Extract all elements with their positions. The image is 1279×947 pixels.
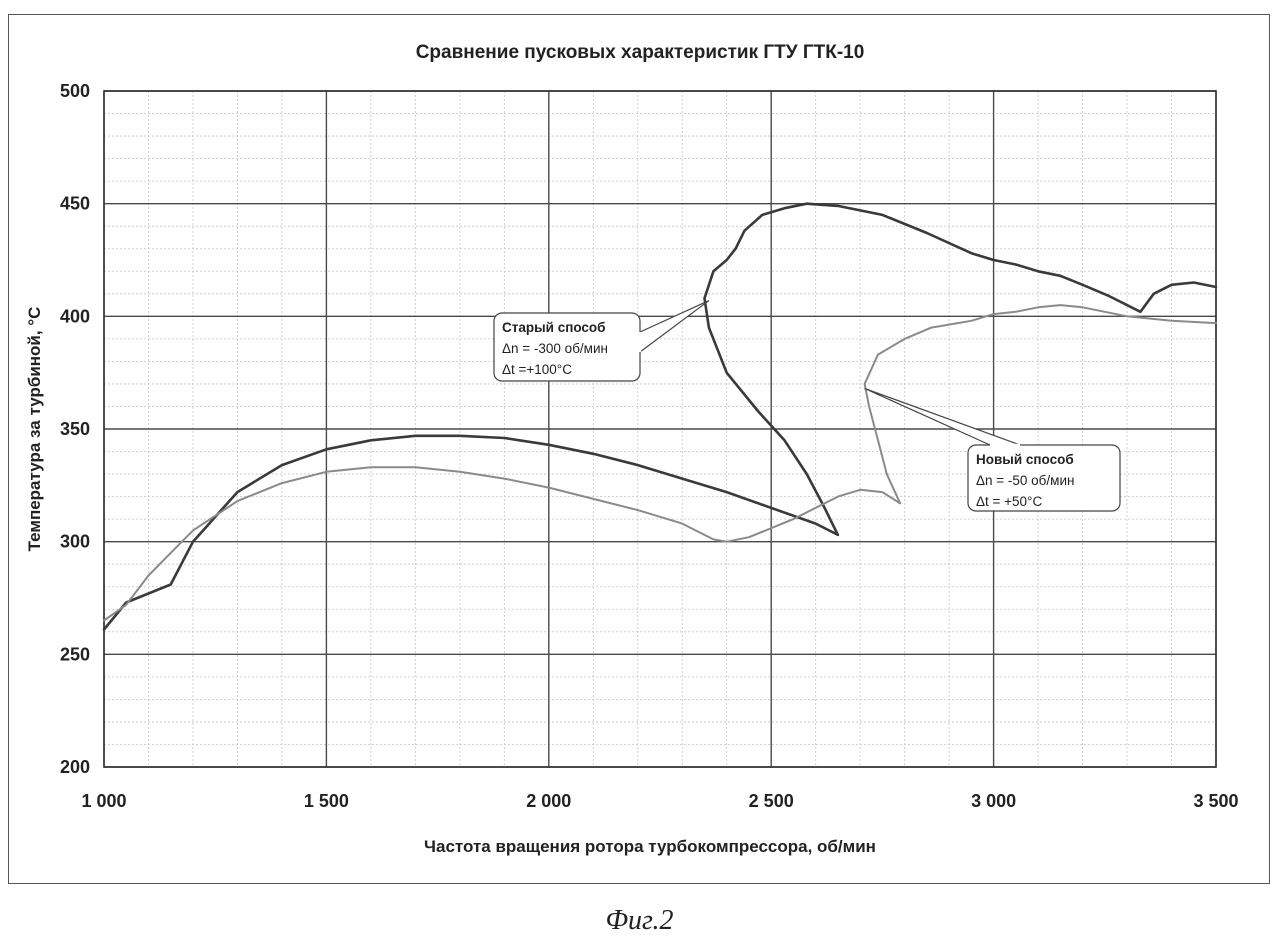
x-tick-label: 3 500 [1193,791,1238,811]
callout-text-line: Δn = -50 об/мин [976,473,1074,488]
callout-text-line: Δn = -300 об/мин [502,341,608,356]
x-tick-label: 3 000 [971,791,1016,811]
callout-text-line: Δt = +50°С [976,494,1042,509]
chart-title: Сравнение пусковых характеристик ГТУ ГТК… [416,42,865,63]
y-axis-label: Температура за турбиной, °С [25,307,44,552]
y-tick-label: 300 [60,532,90,552]
y-tick-label: 350 [60,419,90,439]
y-tick-label: 450 [60,194,90,214]
y-tick-label: 400 [60,306,90,326]
y-tick-label: 500 [60,81,90,101]
x-tick-label: 1 500 [304,791,349,811]
callout-text-line: Новый способ [976,452,1074,467]
y-tick-label: 250 [60,644,90,664]
line-chart: 1 000 1 500 2 000 2 500 3 000 3 500 200 250 300 3… [0,0,1279,895]
x-tick-label: 2 500 [749,791,794,811]
x-tick-label: 2 000 [526,791,571,811]
x-axis-label: Частота вращения ротора турбокомпрессора… [424,837,876,856]
callout-text-line: Старый способ [502,320,606,335]
callout-text-line: Δt =+100°С [502,362,572,377]
y-tick-label: 200 [60,757,90,777]
x-tick-label: 1 000 [81,791,126,811]
figure-caption: Фиг.2 [0,905,1279,937]
